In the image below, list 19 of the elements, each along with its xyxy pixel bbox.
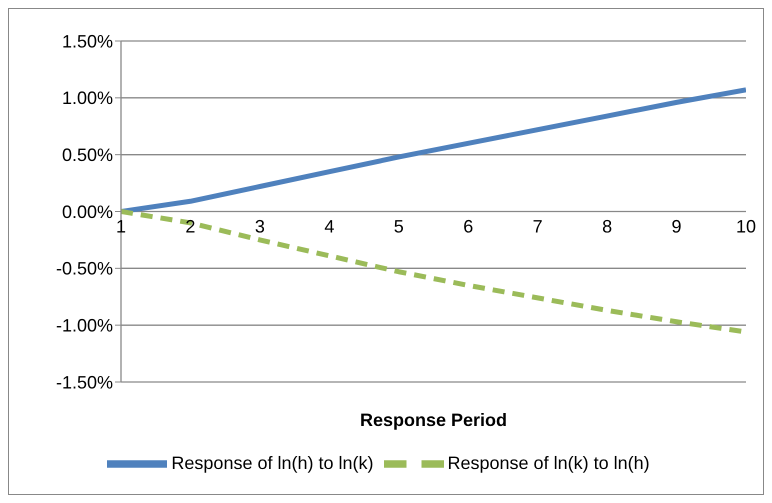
y-tick-label: -1.00% <box>56 316 113 336</box>
x-tick-label: 9 <box>672 216 682 236</box>
x-tick-label: 1 <box>116 216 126 236</box>
y-tick-label: 1.50% <box>62 31 113 52</box>
x-axis-title: Response Period <box>360 410 508 430</box>
y-tick-label: -0.50% <box>56 258 113 279</box>
x-tick-label: 10 <box>736 216 756 236</box>
x-tick-label: 5 <box>394 216 404 236</box>
y-tick-label: 1.00% <box>62 88 113 108</box>
x-tick-label: 8 <box>602 216 612 236</box>
x-tick-label: 6 <box>463 216 474 236</box>
y-tick-label: 0.00% <box>62 202 113 222</box>
x-tick-label: 3 <box>254 216 265 236</box>
x-tick-label: 4 <box>324 216 334 236</box>
legend-label: Response of ln(h) to ln(k) <box>171 452 374 473</box>
y-tick-label: 0.50% <box>62 145 113 166</box>
legend-label: Response of ln(k) to ln(h) <box>448 452 650 473</box>
x-tick-label: 7 <box>532 216 543 236</box>
y-tick-label: -1.50% <box>56 372 113 392</box>
